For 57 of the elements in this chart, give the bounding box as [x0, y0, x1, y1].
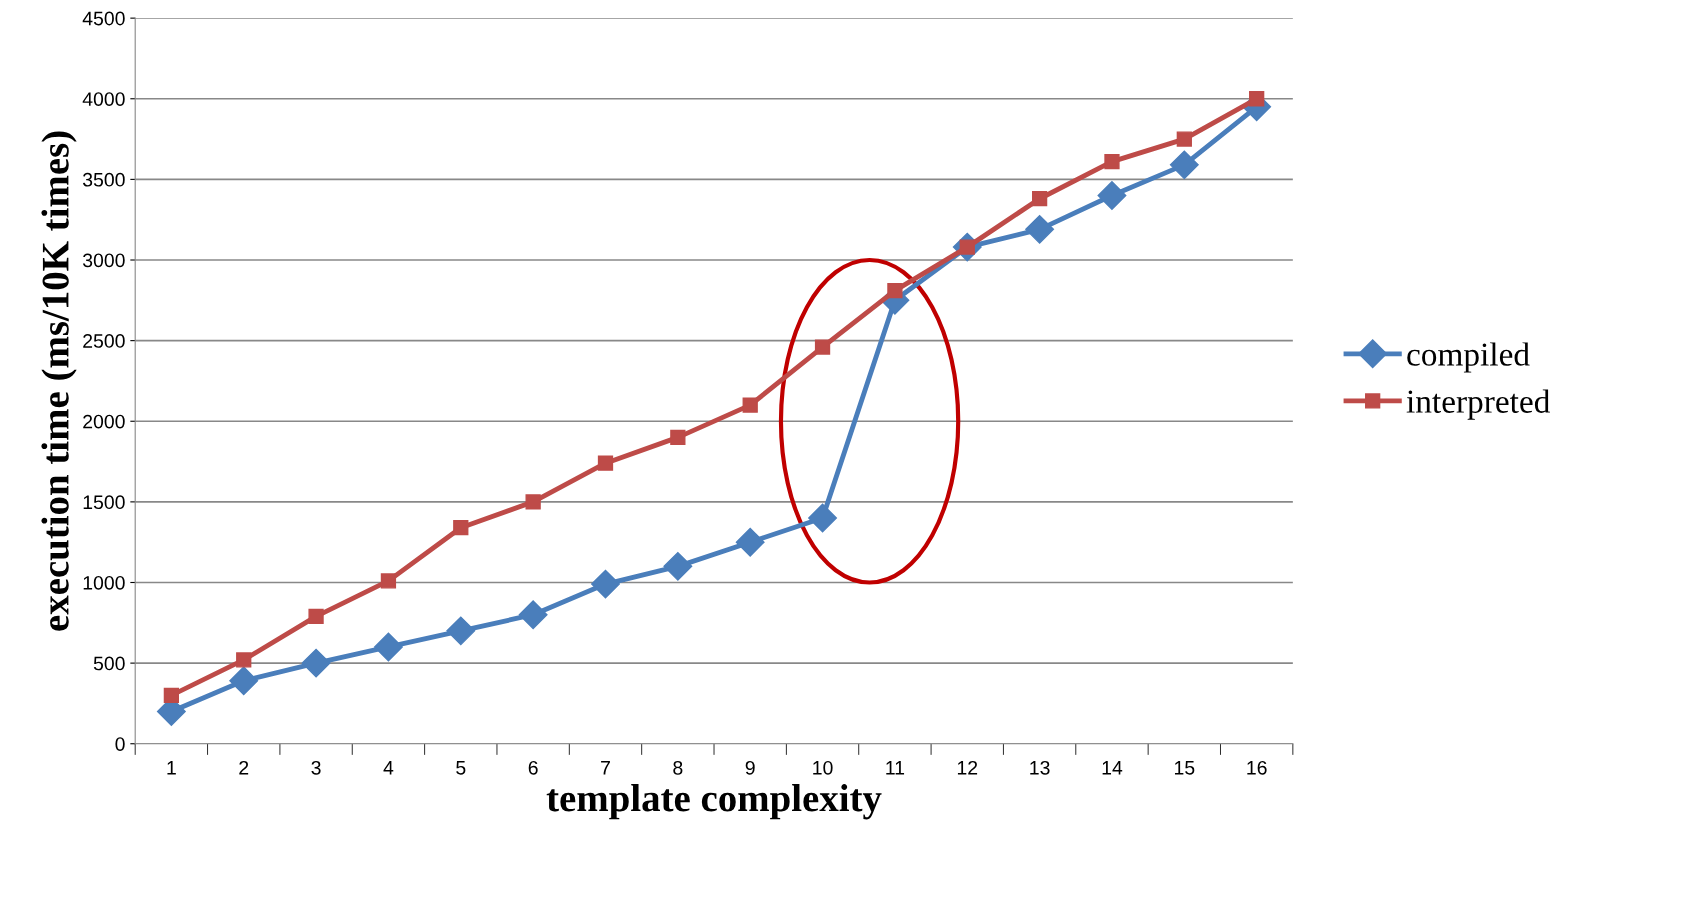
point [742, 397, 758, 413]
point [525, 494, 541, 510]
legend-label: compiled [1407, 342, 1530, 373]
point [735, 527, 765, 557]
y-tick-label: 2000 [83, 414, 125, 429]
y-tick-label: 0 [115, 737, 125, 751]
legend-label: interpreted [1406, 389, 1550, 420]
y-tick-label: 3500 [82, 172, 125, 187]
x-tick-label: 6 [528, 760, 538, 775]
x-tick-label: 1 [167, 761, 176, 775]
x-tick-label: 12 [957, 760, 978, 775]
y-tick-label: 1500 [83, 495, 125, 510]
point [453, 520, 469, 536]
y-axis-title: execution time (ms/10K times) [41, 131, 77, 631]
y-tick-label: 4500 [82, 11, 125, 26]
point [1176, 131, 1192, 147]
x-tick-label: 15 [1174, 761, 1195, 775]
point [236, 652, 252, 668]
x-tick-label: 8 [673, 760, 683, 775]
y-tick-label: 1000 [83, 575, 125, 590]
point [380, 573, 397, 589]
point [597, 455, 614, 471]
x-tick-label: 4 [383, 761, 394, 775]
point [591, 569, 620, 599]
x-axis-title: template complexity [546, 784, 882, 820]
x-tick-label: 3 [311, 760, 321, 775]
y-tick-label: 2500 [83, 334, 125, 348]
x-tick-label: 16 [1247, 760, 1267, 775]
point [518, 600, 548, 630]
point [670, 429, 686, 446]
point [301, 648, 331, 678]
y-tick-label: 3000 [82, 253, 125, 268]
point [163, 687, 180, 704]
y-tick-label: 4000 [82, 92, 125, 106]
point [1031, 191, 1048, 207]
point [308, 608, 324, 624]
point [814, 339, 831, 355]
point [446, 616, 476, 646]
point [1097, 181, 1127, 210]
point [373, 632, 403, 662]
x-tick-label: 14 [1102, 761, 1123, 775]
point [229, 666, 259, 696]
point [663, 551, 693, 581]
x-tick-label: 5 [456, 761, 466, 775]
point [1025, 214, 1055, 244]
point [1249, 91, 1265, 107]
point [1104, 154, 1120, 170]
x-tick-label: 7 [601, 761, 610, 775]
x-tick-label: 13 [1030, 760, 1050, 775]
x-tick-label: 11 [886, 761, 905, 775]
point [808, 503, 837, 533]
x-tick-label: 2 [239, 760, 249, 775]
point [887, 283, 903, 299]
point [1169, 150, 1199, 180]
y-tick-label: 500 [93, 656, 125, 671]
x-tick-label: 10 [813, 760, 833, 775]
x-tick-label: 9 [745, 760, 755, 775]
